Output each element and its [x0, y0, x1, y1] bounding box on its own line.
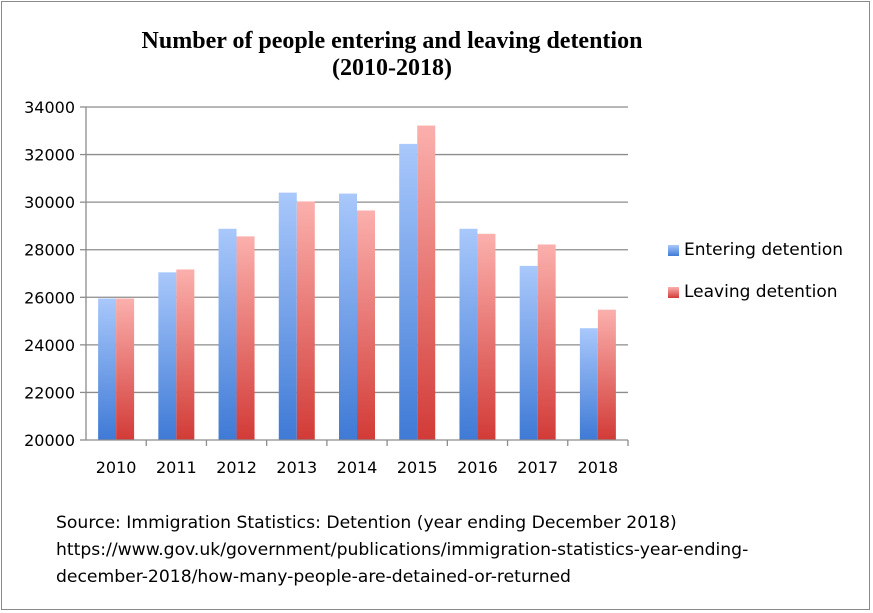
bar-leaving: [537, 244, 556, 440]
y-tick-label: 22000: [24, 383, 75, 402]
bar-leaving: [296, 201, 315, 440]
bar-entering: [98, 298, 117, 440]
x-tick-label: 2016: [457, 458, 498, 477]
y-tick-label: 32000: [24, 146, 75, 165]
axes: [80, 106, 629, 446]
y-tick-label: 20000: [24, 431, 75, 450]
source-note: Source: Immigration Statistics: Detentio…: [56, 510, 856, 591]
bars: [98, 125, 616, 440]
bar-entering: [519, 265, 538, 440]
bar-leaving: [357, 210, 375, 440]
legend-swatch-entering: [668, 244, 679, 256]
x-tick-label: 2013: [276, 458, 317, 477]
legend-item-leaving: Leaving detention: [668, 282, 838, 302]
bar-leaving: [417, 125, 436, 440]
bar-entering: [158, 272, 177, 440]
x-tick-label: 2014: [337, 458, 378, 477]
chart-title-line-2: (2010-2018): [332, 55, 452, 81]
bar-entering: [218, 228, 237, 440]
x-tick-label: 2018: [578, 458, 619, 477]
source-line-2: https://www.gov.uk/government/publicatio…: [56, 540, 749, 560]
tick-labels: 20000 22000 24000 26000 28000 30000 32000 34000…: [24, 98, 618, 477]
bar-entering: [278, 192, 297, 440]
y-tick-label: 30000: [24, 193, 75, 212]
source-line-1: Source: Immigration Statistics: Detentio…: [56, 513, 677, 533]
legend-label-entering: Entering detention: [684, 240, 844, 260]
x-tick-label: 2017: [517, 458, 558, 477]
x-tick-label: 2011: [156, 458, 197, 477]
bar-leaving: [116, 298, 135, 440]
x-tick-label: 2012: [216, 458, 257, 477]
legend-swatch-leaving: [668, 286, 679, 298]
bar-entering: [339, 193, 357, 440]
y-tick-label: 26000: [24, 288, 75, 307]
y-tick-label: 24000: [24, 336, 75, 355]
legend-label-leaving: Leaving detention: [684, 282, 838, 302]
source-line-3: december-2018/how-many-people-are-detain…: [56, 567, 571, 587]
legend-item-entering: Entering detention: [668, 240, 843, 260]
bar-leaving: [597, 309, 616, 440]
chart-title-line-1: Number of people entering and leaving de…: [141, 28, 643, 54]
bar-leaving: [236, 236, 255, 440]
chart-title: Number of people entering and leaving de…: [62, 28, 722, 82]
bar-entering: [399, 143, 418, 440]
bar-leaving: [176, 269, 195, 440]
y-tick-label: 28000: [24, 241, 75, 260]
bar-leaving: [477, 233, 496, 440]
y-tick-label: 34000: [24, 98, 75, 117]
bar-entering: [579, 328, 598, 440]
x-tick-label: 2010: [96, 458, 137, 477]
bar-entering: [459, 228, 478, 440]
x-tick-label: 2015: [397, 458, 438, 477]
